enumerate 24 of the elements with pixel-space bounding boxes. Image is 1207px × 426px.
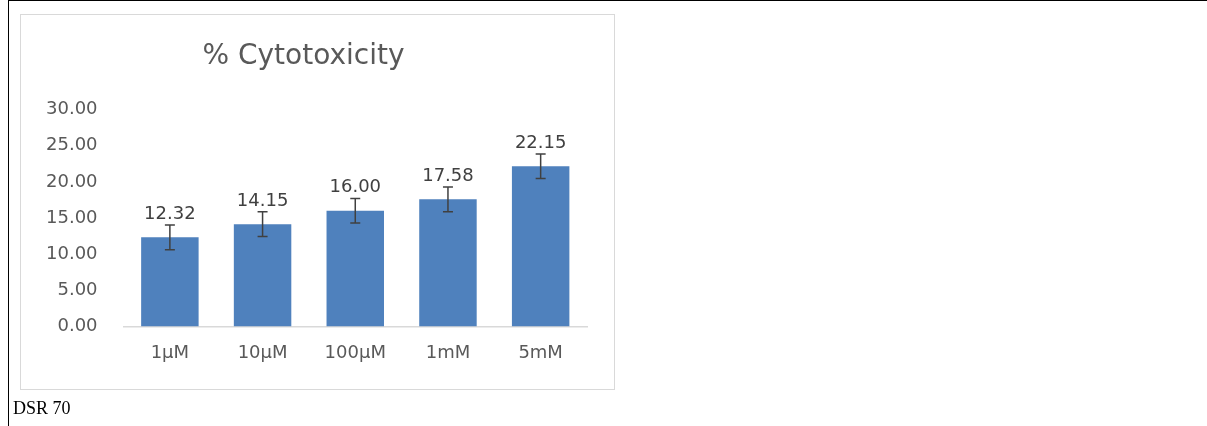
y-tick-label: 30.00	[46, 97, 98, 119]
y-tick-label: 0.00	[57, 314, 98, 336]
y-tick-label: 25.00	[46, 133, 98, 155]
y-tick-label: 10.00	[46, 241, 98, 263]
bar	[141, 237, 199, 327]
text: DSR 70	[13, 398, 71, 419]
x-tick-label: 1mM	[425, 340, 471, 362]
data-label: 12.32	[144, 201, 196, 223]
data-label: 22.15	[514, 130, 567, 152]
y-tick-label: 15.00	[46, 205, 98, 227]
data-label: 16.00	[329, 175, 382, 197]
x-tick-label: 1µM	[150, 340, 190, 362]
y-tick-label: 20.00	[46, 169, 98, 191]
x-tick-label: 100µM	[324, 340, 386, 362]
data-label: 14.15	[236, 188, 289, 210]
bar	[419, 199, 477, 327]
data-label: 17.58	[422, 163, 474, 185]
y-tick-label: 5.00	[57, 277, 98, 299]
chart-title: % Cytotoxicity	[202, 38, 405, 72]
bar	[326, 210, 384, 327]
bar	[511, 166, 570, 327]
x-tick-label: 10µM	[237, 340, 288, 362]
x-tick-label: 5mM	[518, 340, 563, 362]
bar	[233, 224, 292, 327]
